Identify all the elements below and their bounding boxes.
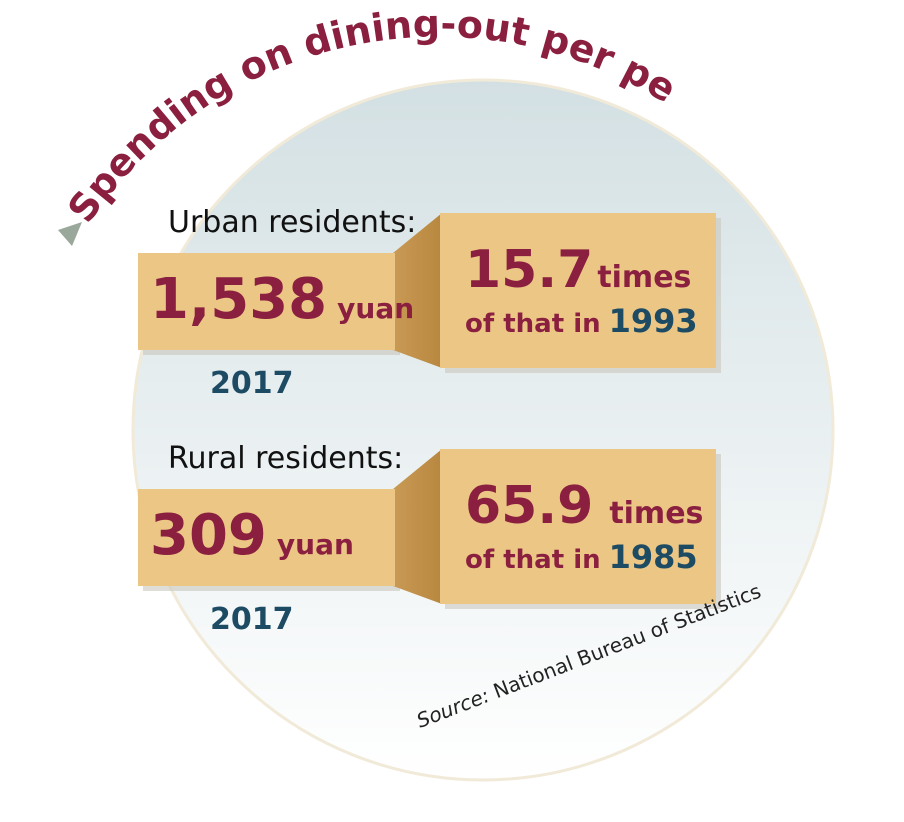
amount-box bbox=[138, 489, 395, 586]
amount-text: 1,538 yuan bbox=[150, 267, 414, 332]
amount: 309 bbox=[150, 503, 267, 568]
year: 2017 bbox=[210, 602, 294, 637]
multiple: 15.7 bbox=[465, 240, 593, 300]
times: times bbox=[597, 260, 691, 295]
connector bbox=[393, 213, 442, 368]
section-label: Urban residents: bbox=[168, 205, 416, 240]
background-circle bbox=[131, 78, 835, 782]
unit: yuan bbox=[337, 292, 414, 325]
times: times bbox=[609, 496, 703, 531]
unit: yuan bbox=[277, 528, 354, 561]
amount-text: 309 yuan bbox=[150, 503, 354, 568]
multiple: 65.9 bbox=[465, 476, 593, 536]
multiple-text: 15.7 times bbox=[465, 240, 691, 300]
base-year: 1993 bbox=[609, 302, 698, 340]
of-that-in: of that in bbox=[465, 545, 601, 575]
arrow-head bbox=[58, 222, 82, 246]
amount-box bbox=[138, 253, 395, 350]
year: 2017 bbox=[210, 366, 294, 401]
amount: 1,538 bbox=[150, 267, 327, 332]
section-label: Rural residents: bbox=[168, 441, 403, 476]
section: Rural residents: 309 yuan 2017 65.9 times of t… bbox=[138, 441, 721, 637]
multiple-box bbox=[440, 213, 716, 368]
base-year: 1985 bbox=[609, 538, 698, 576]
connector bbox=[393, 449, 442, 604]
multiple-text: 65.9 times bbox=[465, 476, 703, 536]
of-that-in: of that in bbox=[465, 309, 601, 339]
base-text: of that in 1985 bbox=[465, 538, 698, 576]
base-text: of that in 1993 bbox=[465, 302, 698, 340]
multiple-box bbox=[440, 449, 716, 604]
